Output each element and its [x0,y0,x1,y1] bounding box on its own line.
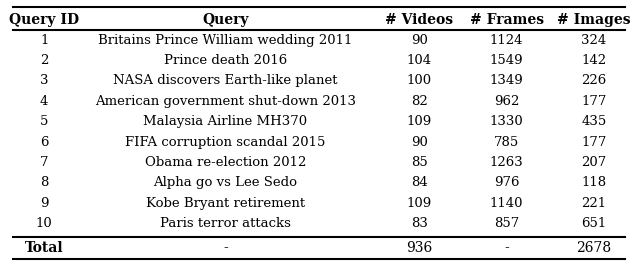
Text: 82: 82 [411,95,428,108]
Text: 177: 177 [581,136,607,148]
Text: Kobe Bryant retirement: Kobe Bryant retirement [146,197,305,210]
Text: 6: 6 [40,136,49,148]
Text: 109: 109 [406,115,432,128]
Text: 142: 142 [582,54,607,67]
Text: Obama re-election 2012: Obama re-election 2012 [145,156,306,169]
Text: 118: 118 [582,176,607,189]
Text: 104: 104 [406,54,431,67]
Text: # Videos: # Videos [385,13,453,27]
Text: 221: 221 [582,197,607,210]
Text: Query: Query [202,13,249,27]
Text: Paris terror attacks: Paris terror attacks [160,217,291,230]
Text: 1124: 1124 [490,34,524,47]
Text: 1140: 1140 [490,197,524,210]
Text: 100: 100 [406,75,431,87]
Text: 90: 90 [411,34,428,47]
Text: Britains Prince William wedding 2011: Britains Prince William wedding 2011 [98,34,353,47]
Text: 207: 207 [582,156,607,169]
Text: American government shut-down 2013: American government shut-down 2013 [95,95,356,108]
Text: 3: 3 [40,75,49,87]
Text: 936: 936 [406,241,432,255]
Text: Prince death 2016: Prince death 2016 [164,54,287,67]
Text: -: - [504,241,509,255]
Text: 1: 1 [40,34,49,47]
Text: 7: 7 [40,156,49,169]
Text: Alpha go vs Lee Sedo: Alpha go vs Lee Sedo [154,176,298,189]
Text: 976: 976 [494,176,519,189]
Text: Total: Total [25,241,63,255]
Text: Malaysia Airline MH370: Malaysia Airline MH370 [143,115,307,128]
Text: 962: 962 [494,95,519,108]
Text: 90: 90 [411,136,428,148]
Text: 9: 9 [40,197,49,210]
Text: 1549: 1549 [490,54,524,67]
Text: 324: 324 [582,34,607,47]
Text: Query ID: Query ID [9,13,79,27]
Text: 857: 857 [494,217,519,230]
Text: # Images: # Images [557,13,631,27]
Text: NASA discovers Earth-like planet: NASA discovers Earth-like planet [113,75,338,87]
Text: 435: 435 [582,115,607,128]
Text: FIFA corruption scandal 2015: FIFA corruption scandal 2015 [125,136,326,148]
Text: 177: 177 [581,95,607,108]
Text: 84: 84 [411,176,428,189]
Text: 785: 785 [494,136,519,148]
Text: 85: 85 [411,156,428,169]
Text: 2678: 2678 [577,241,612,255]
Text: # Frames: # Frames [470,13,543,27]
Text: 1263: 1263 [490,156,524,169]
Text: 1330: 1330 [490,115,524,128]
Text: 10: 10 [36,217,52,230]
Text: 83: 83 [411,217,428,230]
Text: -: - [223,241,228,255]
Text: 8: 8 [40,176,49,189]
Text: 226: 226 [582,75,607,87]
Text: 651: 651 [582,217,607,230]
Text: 109: 109 [406,197,432,210]
Text: 2: 2 [40,54,49,67]
Text: 5: 5 [40,115,49,128]
Text: 4: 4 [40,95,49,108]
Text: 1349: 1349 [490,75,524,87]
